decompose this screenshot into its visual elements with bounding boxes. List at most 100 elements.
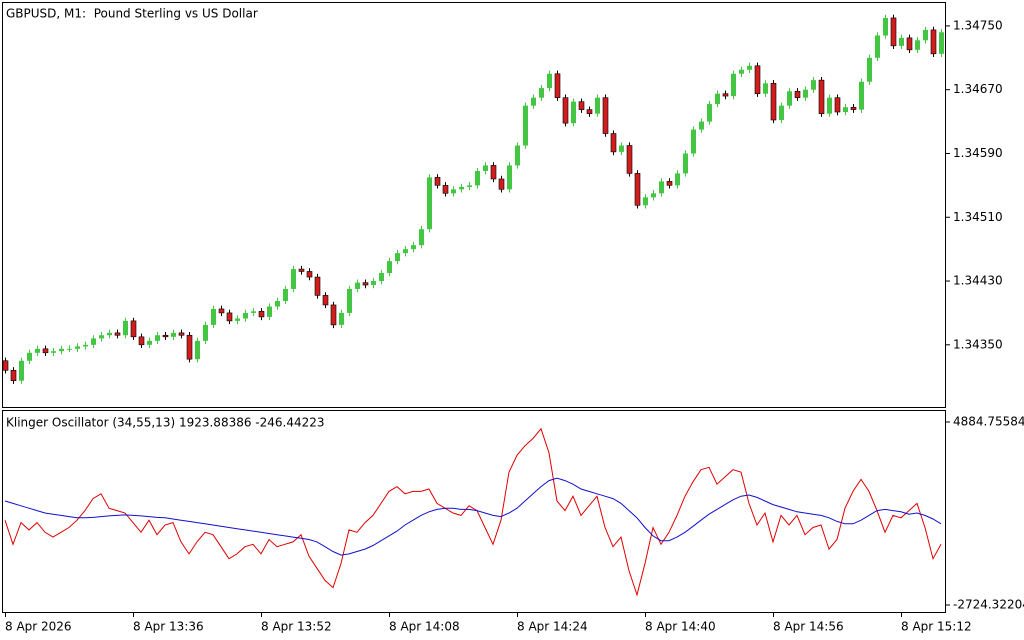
candle-body: [138, 336, 145, 346]
candle-body: [226, 312, 233, 322]
candle-body: [258, 311, 265, 318]
candle-body: [507, 165, 512, 190]
indicator-title: Klinger Oscillator (34,55,13) 1923.88386…: [6, 416, 325, 430]
candle-body: [211, 308, 216, 325]
indicator-line: [4, 427, 942, 597]
candle-body: [387, 261, 392, 274]
candle-body: [27, 352, 32, 361]
candle-body: [515, 145, 520, 166]
y-tick-label: 1.34510: [953, 210, 1003, 224]
candle-body: [715, 93, 720, 105]
candle-body: [794, 90, 801, 98]
candle-body: [434, 177, 441, 186]
candle-body: [562, 97, 569, 124]
candle-body: [659, 181, 664, 194]
candle-body: [571, 101, 576, 124]
candle-body: [899, 37, 904, 46]
indicator-line: [4, 477, 942, 556]
candle-body: [666, 181, 673, 186]
candle-body: [883, 17, 888, 36]
candle-body: [699, 121, 704, 130]
candle-body: [867, 57, 872, 82]
candle-body: [267, 306, 272, 317]
candle-body: [770, 83, 777, 121]
candle-body: [195, 340, 200, 360]
candle-body: [451, 189, 456, 194]
candle-body: [123, 320, 128, 336]
candle-body: [939, 32, 944, 54]
candle-body: [322, 295, 329, 306]
candle-body: [395, 253, 400, 262]
candle-body: [162, 334, 169, 338]
candle-body: [586, 109, 593, 114]
candle-body: [467, 185, 472, 187]
candle-body: [10, 370, 17, 381]
candle-body: [427, 177, 432, 230]
candle-body: [651, 193, 656, 198]
oscillator-panel: [2, 410, 946, 613]
candle-body: [691, 129, 696, 154]
candle-body: [442, 185, 449, 194]
y-tick-label: 1.34750: [953, 18, 1003, 32]
x-tick-label: 8 Apr 14:40: [645, 620, 716, 634]
candle-body: [51, 351, 56, 353]
candle-body: [634, 173, 641, 206]
candle-body: [155, 335, 160, 341]
candle-body: [722, 93, 729, 97]
candle-body: [915, 40, 920, 50]
candle-body: [235, 318, 240, 321]
candle-body: [330, 304, 337, 326]
candle-body: [298, 268, 305, 272]
candle-body: [306, 271, 313, 278]
candle-body: [83, 344, 88, 347]
candle-body: [834, 97, 841, 113]
candle-body: [75, 346, 80, 349]
candle-body: [906, 37, 913, 51]
candle-body: [539, 88, 544, 98]
candle-body: [475, 171, 480, 186]
x-tick-label: 8 Apr 14:24: [517, 620, 588, 634]
candle-body: [554, 73, 561, 98]
candle-body: [619, 145, 624, 152]
candle-body: [930, 29, 937, 55]
x-tick-label: 8 Apr 2026: [5, 620, 72, 634]
y-tick-label: -2724.32204: [953, 598, 1024, 612]
candle-body: [754, 65, 761, 94]
candle-body: [578, 101, 585, 110]
candle-body: [59, 348, 64, 352]
candle-body: [875, 35, 880, 58]
candle-body: [890, 17, 897, 47]
candle-body: [218, 308, 225, 314]
candle-body: [107, 332, 112, 336]
candle-body: [850, 106, 857, 110]
candle-body: [459, 186, 464, 190]
candle-body: [283, 289, 288, 301]
candle-body: [859, 81, 864, 110]
y-tick-label: 1.34590: [953, 146, 1003, 160]
candle-body: [203, 324, 208, 341]
candle-body: [419, 229, 424, 246]
candle-body: [787, 91, 792, 106]
candle-body: [2, 360, 9, 371]
candle-body: [739, 69, 744, 74]
candle-body: [643, 197, 648, 206]
candle-body: [923, 29, 928, 41]
candle-body: [147, 340, 152, 345]
candle-body: [490, 165, 497, 180]
candle-body: [803, 89, 808, 98]
candle-body: [602, 97, 609, 134]
x-tick-label: 8 Apr 15:12: [901, 620, 972, 634]
candle-body: [610, 133, 617, 153]
candle-body: [99, 335, 104, 339]
candle-body: [178, 332, 185, 336]
candle-body: [19, 360, 24, 381]
chart-title: GBPUSD, M1: Pound Sterling vs US Dollar: [6, 7, 258, 21]
candle-body: [379, 273, 384, 282]
candle-body: [130, 320, 137, 338]
y-tick-label: 4884.75584: [953, 415, 1024, 429]
candle-body: [35, 348, 40, 353]
candle-body: [827, 97, 832, 114]
candle-body: [314, 276, 321, 296]
y-tick-label: 1.34430: [953, 274, 1003, 288]
